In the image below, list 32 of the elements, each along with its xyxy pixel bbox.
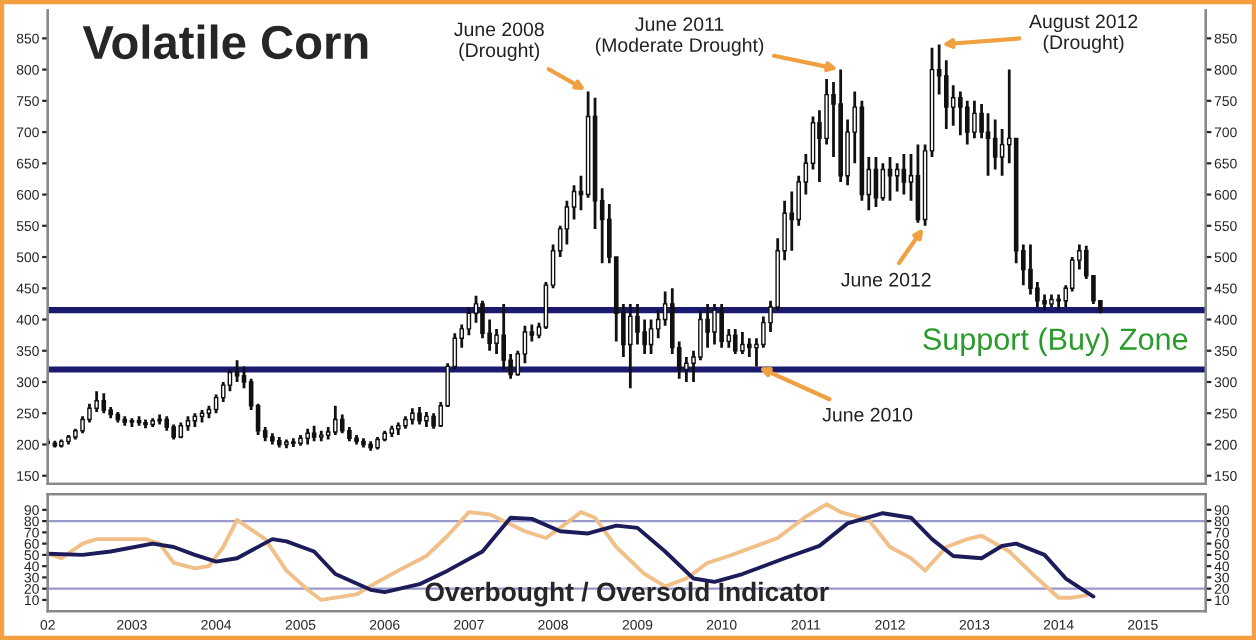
candlestick (705, 302, 710, 350)
candlestick (964, 99, 970, 146)
candlestick (999, 127, 1005, 178)
candlestick (101, 391, 107, 415)
annotation: Support (Buy) Zone (923, 327, 1188, 356)
annotation: August 2012 (Drought) (1029, 14, 1138, 54)
annotation: June 2010 (822, 407, 913, 422)
candlestick (950, 83, 956, 128)
candlestick (894, 161, 900, 193)
annotation: June 2011 (Moderate Drought) (595, 17, 764, 56)
candlestick (901, 152, 907, 196)
candlestick (732, 327, 738, 356)
candlestick (887, 155, 893, 203)
candlestick (972, 99, 977, 140)
candlestick (958, 90, 963, 137)
candlestick (684, 355, 689, 384)
candlestick (740, 330, 745, 356)
candlestick (494, 327, 499, 356)
candlestick (747, 336, 752, 359)
candlestick (339, 413, 345, 435)
candlestick (1056, 293, 1061, 312)
candlestick (719, 302, 724, 350)
annotation: June 2008 (Drought) (454, 22, 544, 61)
annotation: June 2012 (841, 272, 931, 287)
candlestick (985, 111, 991, 178)
candlestick (333, 404, 338, 437)
candlestick (501, 302, 507, 371)
candlestick (635, 302, 640, 346)
candlestick (712, 302, 717, 346)
text: Overbought / Oversold Indicator (425, 581, 829, 607)
candlestick (628, 302, 633, 390)
chart-title: Volatile Corn (82, 24, 368, 60)
